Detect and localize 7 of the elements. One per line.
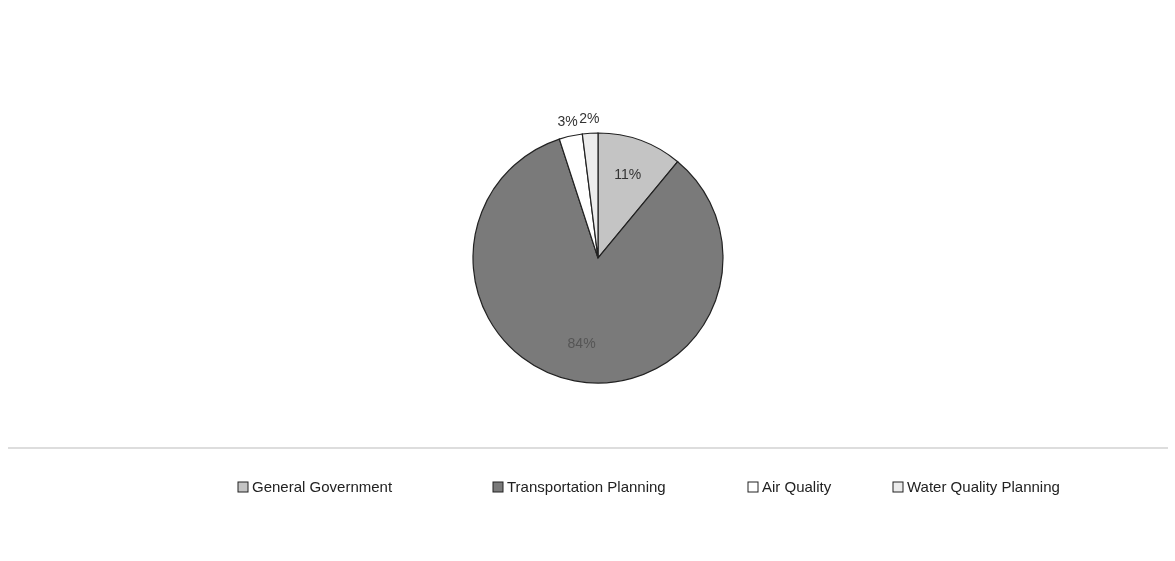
legend-label: Air Quality [762, 478, 832, 495]
legend-label: Transportation Planning [507, 478, 666, 495]
legend-label: Water Quality Planning [907, 478, 1060, 495]
data-label: 3% [557, 113, 578, 130]
data-label: 11% [614, 166, 642, 183]
legend-label: General Government [252, 478, 393, 495]
data-label: 2% [579, 109, 600, 126]
